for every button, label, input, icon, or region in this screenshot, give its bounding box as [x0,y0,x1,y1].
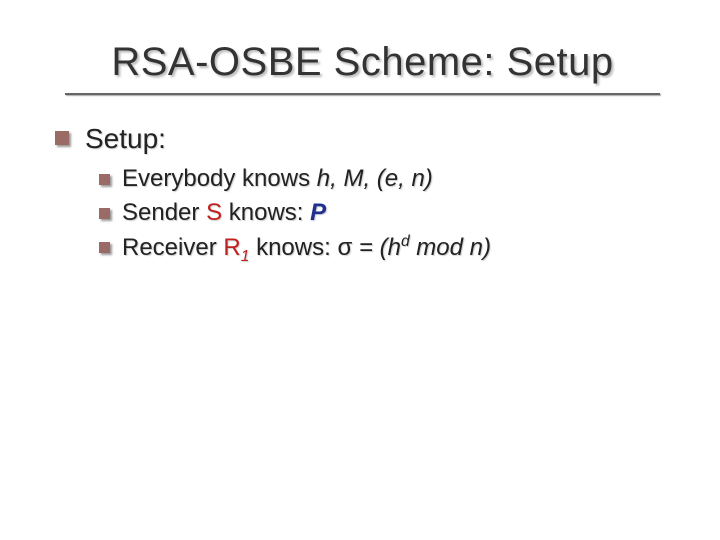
eq-tail: mod n) [410,234,491,261]
title-underline [65,93,660,95]
list-item: Receiver R1 knows: σ = (hd mod n) [99,232,670,266]
eq-open: = (h [352,234,401,261]
bullet-level1: Setup: Everybody knows h, M, (e, n) Send… [55,121,670,266]
sender-value: P [310,199,326,226]
square-bullet-icon [99,242,110,253]
level2-text: Sender S knows: P [122,198,326,228]
sender-symbol: S [206,199,222,226]
text-mid: knows: [249,234,337,261]
text-prefix: Sender [122,199,206,226]
level2-text: Receiver R1 knows: σ = (hd mod n) [122,232,491,266]
list-item: Setup: [55,121,670,156]
slide: RSA-OSBE Scheme: Setup Setup: Everybody … [0,0,720,540]
receiver-letter: R [223,234,240,261]
text-prefix: Everybody knows [122,165,317,192]
square-bullet-icon [55,131,69,145]
square-bullet-icon [99,208,110,219]
list-item: Sender S knows: P [99,198,670,228]
level1-text: Setup: [85,121,166,156]
slide-title: RSA-OSBE Scheme: Setup [55,40,670,85]
text-emph: h, M, (e, n) [317,165,433,192]
sigma: σ [337,234,352,261]
exp-d: d [401,233,410,250]
square-bullet-icon [99,174,110,185]
text-prefix: Receiver [122,234,223,261]
bullet-level2-group: Everybody knows h, M, (e, n) Sender S kn… [99,164,670,266]
list-item: Everybody knows h, M, (e, n) [99,164,670,194]
level2-text: Everybody knows h, M, (e, n) [122,164,433,194]
receiver-symbol: R1 [223,234,249,261]
text-mid: knows: [222,199,310,226]
